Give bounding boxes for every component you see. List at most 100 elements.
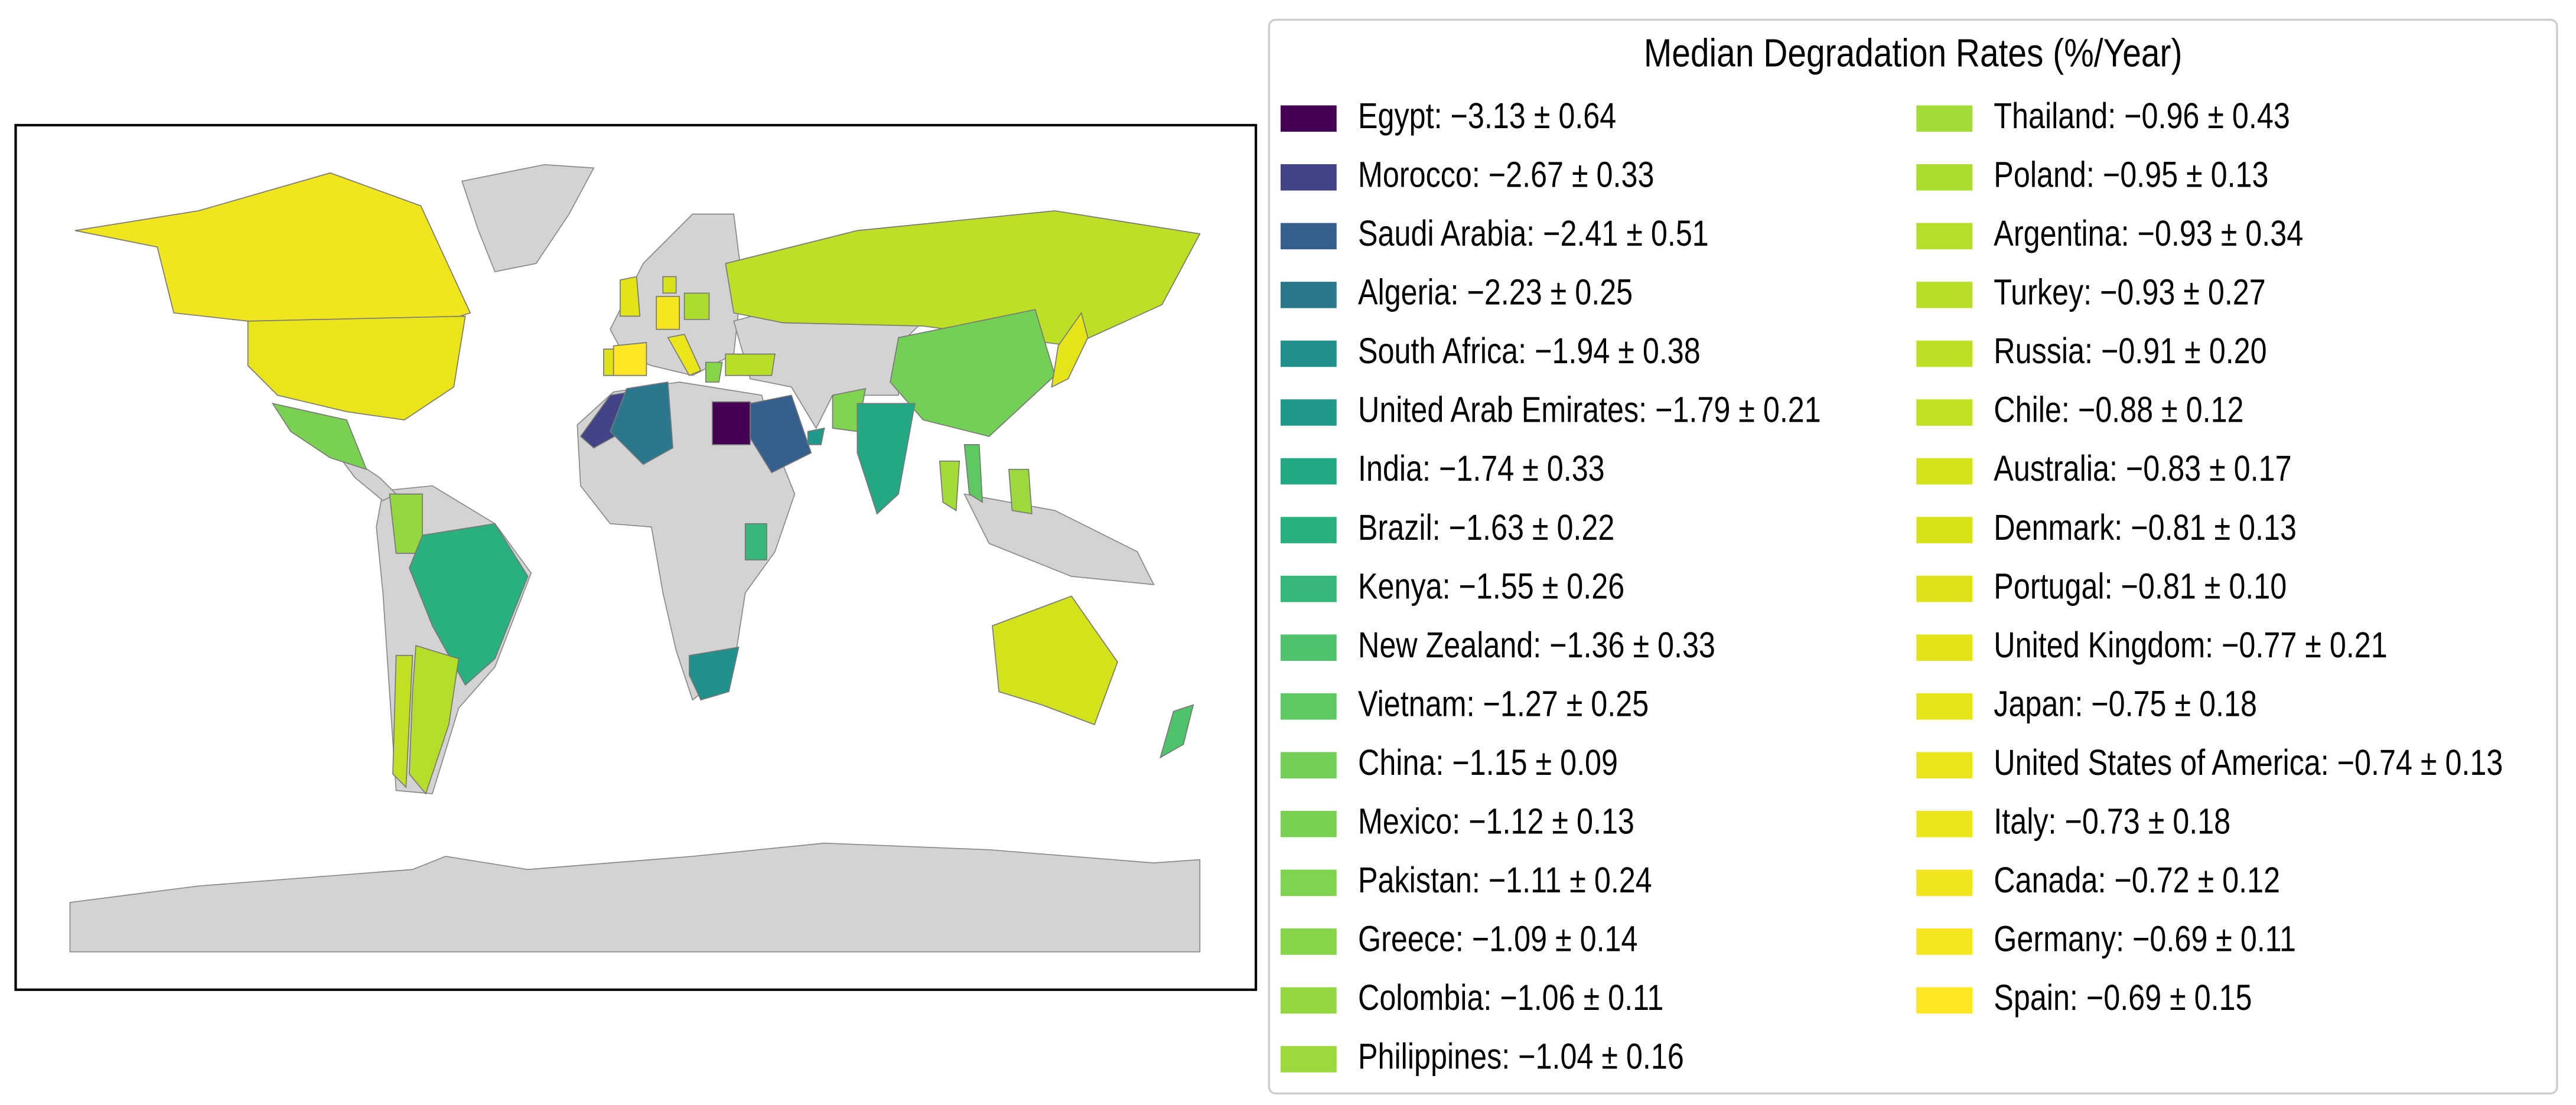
legend-label: Australia: −0.83 ± 0.17 [1994,448,2291,488]
legend-label: Morocco: −2.67 ± 0.33 [1358,154,1654,195]
legend-swatch [1916,340,1973,367]
legend-swatch [1280,634,1337,661]
legend-swatch [1280,1046,1337,1073]
legend-swatch [1916,634,1973,661]
legend-label: Brazil: −1.63 ± 0.22 [1358,507,1614,547]
legend-label: Mexico: −1.12 ± 0.13 [1358,801,1634,842]
legend-swatch [1916,164,1973,191]
legend: Egypt: −3.13 ± 0.64 Morocco: −2.67 ± 0.33… [1280,95,2503,1077]
legend-swatch [1916,987,1973,1014]
legend-swatch [1280,282,1337,308]
egypt [712,401,751,445]
legend-swatch [1280,928,1337,955]
legend-label: Philippines: −1.04 ± 0.16 [1358,1036,1684,1077]
legend-label: Vietnam: −1.27 ± 0.25 [1358,683,1649,724]
legend-label: Canada: −0.72 ± 0.12 [1994,859,2280,900]
uk [619,276,641,317]
legend-swatch [1280,987,1337,1014]
legend-label: Italy: −0.73 ± 0.18 [1994,801,2230,842]
legend-label: India: −1.74 ± 0.33 [1358,448,1605,488]
legend-label: Greece: −1.09 ± 0.14 [1358,918,1638,959]
legend-swatch [1916,575,1973,602]
legend-label: Portugal: −0.81 ± 0.10 [1994,566,2287,607]
legend-swatch [1280,693,1337,720]
legend-swatch [1916,869,1973,897]
map [69,164,1201,953]
legend-swatch [1916,928,1973,955]
algeria [610,381,673,465]
legend-box [1268,18,2558,1095]
legend-label: Germany: −0.69 ± 0.11 [1994,918,2296,959]
india [857,403,916,515]
legend-swatch [1280,223,1337,250]
greenland [461,164,595,273]
turkey [725,353,776,376]
legend-swatch [1280,810,1337,837]
legend-label: United Arab Emirates: −1.79 ± 0.21 [1358,389,1821,430]
germany [656,296,680,330]
new-zealand [1160,704,1194,759]
legend-swatch [1280,340,1337,367]
saudi-arabia [750,395,812,474]
legend-label: Algeria: −2.23 ± 0.25 [1358,272,1633,312]
legend-label: Russia: −0.91 ± 0.20 [1994,330,2266,371]
legend-label: United Kingdom: −0.77 ± 0.21 [1994,624,2387,665]
philippines [1008,468,1033,514]
legend-swatch [1280,105,1337,132]
legend-label: Argentina: −0.93 ± 0.34 [1994,213,2303,253]
legend-label: Turkey: −0.93 ± 0.27 [1994,272,2265,312]
legend-swatch [1916,105,1973,132]
legend-swatch [1916,458,1973,485]
china [890,309,1056,437]
legend-label: New Zealand: −1.36 ± 0.33 [1358,624,1715,665]
argentina [409,644,460,795]
legend-label: South Africa: −1.94 ± 0.38 [1358,330,1701,371]
chile [392,654,413,788]
portugal [603,348,614,376]
legend-label: Japan: −0.75 ± 0.18 [1994,683,2257,724]
legend-label: Pakistan: −1.11 ± 0.24 [1358,859,1652,900]
legend-swatch [1916,282,1973,308]
legend-label: Poland: −0.95 ± 0.13 [1994,154,2268,195]
legend-title: Median Degradation Rates (%/Year) [1644,31,2183,75]
japan [1051,311,1089,388]
legend-label: United States of America: −0.74 ± 0.13 [1994,742,2503,783]
legend-label: Egypt: −3.13 ± 0.64 [1358,95,1616,136]
antarctica [69,842,1201,953]
greece [705,361,723,383]
legend-label: Saudi Arabia: −2.41 ± 0.51 [1358,213,1709,253]
legend-swatch [1916,399,1973,426]
legend-label: Kenya: −1.55 ± 0.26 [1358,566,1624,607]
legend-swatch [1280,869,1337,897]
thailand [939,460,960,511]
legend-swatch [1916,223,1973,250]
poland [683,292,710,320]
brazil [409,523,529,686]
legend-label: Denmark: −0.81 ± 0.13 [1994,507,2297,547]
africa [577,382,796,701]
legend-swatch [1280,752,1337,779]
mexico [271,402,367,471]
denmark [662,276,677,294]
legend-swatch [1916,810,1973,837]
legend-swatch [1280,164,1337,191]
spain [613,342,647,376]
legend-swatch [1280,399,1337,426]
legend-label: Colombia: −1.06 ± 0.11 [1358,977,1663,1018]
legend-swatch [1280,458,1337,485]
usa [247,315,466,421]
legend-swatch [1916,693,1973,720]
legend-label: Spain: −0.69 ± 0.15 [1994,977,2252,1018]
vietnam [963,444,983,504]
south-africa [689,646,740,701]
legend-label: Chile: −0.88 ± 0.12 [1994,389,2243,430]
legend-swatch [1916,517,1973,543]
italy [667,334,702,376]
legend-swatch [1280,575,1337,602]
australia [992,595,1118,725]
southeast-asia [963,493,1155,585]
legend-label: Thailand: −0.96 ± 0.43 [1994,95,2290,136]
uae [807,427,825,445]
